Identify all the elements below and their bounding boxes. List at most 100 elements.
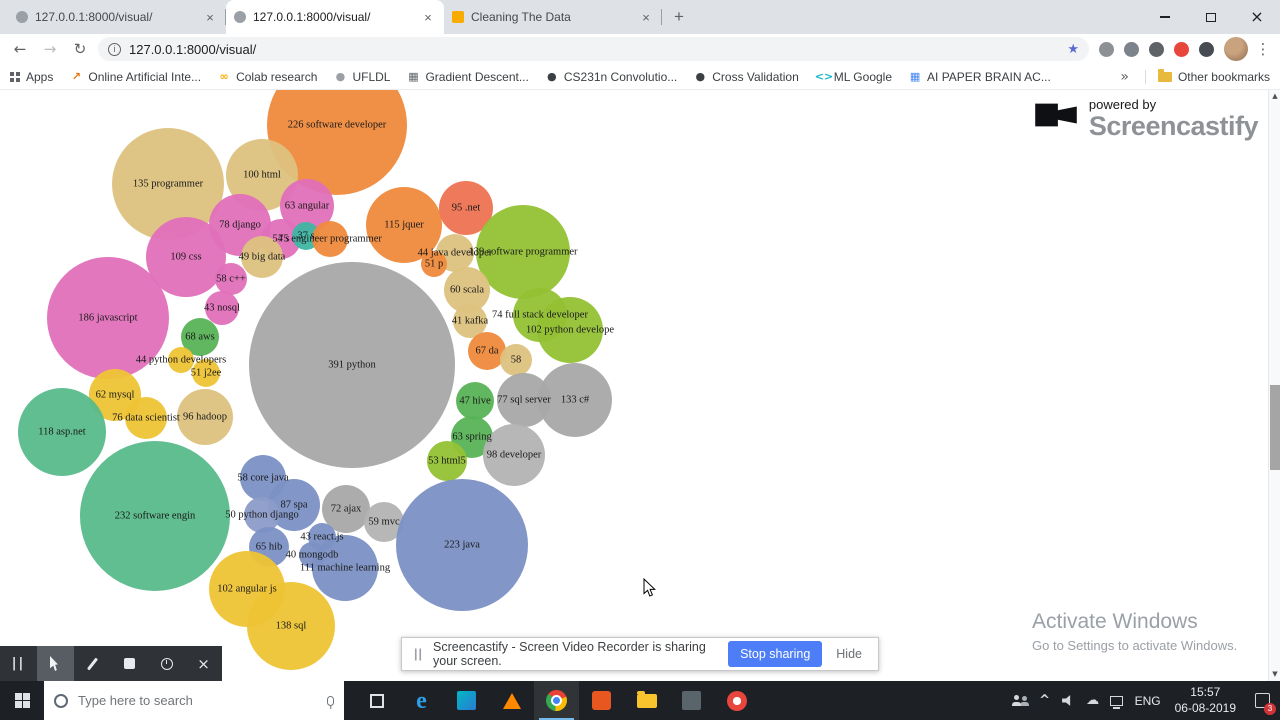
page-scrollbar[interactable]: ▲ ▼ [1268,90,1280,681]
bubble-engineer-programmer[interactable] [312,221,348,257]
bubble-python-developers[interactable] [168,347,194,373]
bubble-python-develope[interactable] [537,297,603,363]
apps-shortcut[interactable]: Apps [10,70,53,84]
bookmark-item[interactable]: ↗ Online Artificial Inte... [69,70,201,84]
taskbar-search[interactable] [44,681,344,720]
action-center-button[interactable]: 3 [1244,681,1280,720]
bubble-java[interactable] [396,479,528,611]
taskbar-chrome-button[interactable] [534,681,579,720]
bubble-p[interactable] [421,251,447,277]
bubble-c++[interactable] [215,263,247,295]
bubble-hive[interactable] [456,382,494,420]
bookmarks-overflow-icon[interactable]: » [1120,68,1129,85]
stop-sharing-button[interactable]: Stop sharing [728,641,823,667]
forward-button[interactable]: → [43,40,57,58]
minimize-button[interactable] [1142,0,1188,34]
tab-close-icon[interactable]: × [424,9,432,25]
pen-tool-button[interactable] [74,646,111,681]
bubble-58[interactable] [500,344,532,376]
bookmark-item[interactable]: ∞ Colab research [217,70,317,84]
bubble-big-data[interactable] [241,236,283,278]
start-button[interactable] [0,681,44,720]
other-bookmarks[interactable]: Other bookmarks [1144,68,1270,84]
browser-menu-icon[interactable]: ⋮ [1255,40,1271,58]
people-tray-button[interactable] [1009,681,1033,720]
bookmark-label: Cross Validation [712,69,799,84]
extension-4-icon[interactable] [1174,41,1189,57]
profile-avatar[interactable] [1224,37,1248,61]
bubble-nosql[interactable] [205,291,239,325]
bubble-python[interactable] [249,262,455,468]
bookmark-item[interactable]: ● CS231n Convolutio... [545,70,677,84]
bookmark-favicon-icon: ● [547,70,557,83]
cursor-tool-button[interactable] [37,646,74,681]
extensions-area [1095,41,1218,57]
bubble-c#[interactable] [538,363,612,437]
bubble-sql[interactable] [247,582,335,670]
bubble-software-programmer[interactable] [476,205,570,299]
bubble-da[interactable] [468,332,506,370]
taskbar-edge-button[interactable]: e [399,681,444,720]
bubble-css[interactable] [146,217,226,297]
bubble-jquer[interactable] [366,187,442,263]
chevron-up-tray-button[interactable]: ^ [1033,681,1057,720]
bookmark-item[interactable]: ● UFLDL [333,70,391,84]
bubble-j2ee[interactable] [192,359,220,387]
hide-share-bar-button[interactable]: Hide [836,647,862,661]
browser-tab[interactable]: 127.0.0.1:8000/visual/ × [226,0,444,34]
maximize-button[interactable] [1188,0,1234,34]
bookmark-item[interactable]: <> ML Google [815,70,892,84]
pause-tool-button[interactable]: || [0,646,37,681]
taskbar-photos-button[interactable] [444,681,489,720]
taskbar-browser2-button[interactable] [714,681,759,720]
onedrive-tray-button[interactable]: ☁ [1081,681,1105,720]
taskbar-task-view-button[interactable] [354,681,399,720]
taskbar-media-button[interactable] [669,681,714,720]
close-tool-button[interactable]: × [185,646,222,681]
highlighter-tool-button[interactable] [111,646,148,681]
extension-5-icon[interactable] [1199,41,1214,57]
volume-tray-button[interactable] [1057,681,1081,720]
taskbar-search-input[interactable] [76,692,319,709]
taskbar-clock[interactable]: 15:57 06-08-2019 [1167,681,1244,720]
tab-close-icon[interactable]: × [206,9,214,25]
language-indicator[interactable]: ENG [1134,693,1161,708]
bubble-developer[interactable] [483,424,545,486]
highlighter-icon [124,658,135,669]
browser-tab[interactable]: 127.0.0.1:8000/visual/ × [8,0,226,34]
taskbar-apps: e [354,681,759,720]
bubble-machine-learning[interactable] [312,535,378,601]
bookmark-favicon-icon: ● [335,70,346,83]
bookmark-item[interactable]: ▦ Gradient Descent... [406,70,529,84]
browser-tab[interactable]: Cleaning The Data × [444,0,662,34]
reload-button[interactable]: ↻ [73,40,87,58]
scroll-down-icon[interactable]: ▼ [1272,670,1278,678]
extension-1-icon[interactable] [1099,41,1114,57]
scrollbar-thumb[interactable] [1270,385,1280,470]
microphone-icon[interactable] [327,695,334,706]
bubble-hadoop[interactable] [177,389,233,445]
scroll-up-icon[interactable]: ▲ [1272,92,1278,100]
timer-tool-button[interactable] [148,646,185,681]
url-text[interactable]: 127.0.0.1:8000/visual/ [129,41,257,57]
bookmark-star-icon[interactable]: ★ [1067,41,1079,57]
close-window-button[interactable]: × [1234,0,1280,34]
bubble-asp.net[interactable] [18,388,106,476]
taskbar-vlc-button[interactable] [489,681,534,720]
back-button[interactable]: ← [13,40,27,58]
address-bar[interactable]: i 127.0.0.1:8000/visual/ ★ [98,37,1089,61]
site-info-icon[interactable]: i [108,42,121,56]
tab-close-icon[interactable]: × [642,9,650,25]
new-tab-button[interactable]: + [674,7,684,26]
extension-3-icon[interactable] [1149,41,1164,57]
bookmark-item[interactable]: ▦ AI PAPER BRAIN AC... [908,70,1051,84]
extension-2-icon[interactable] [1124,41,1139,57]
bubble-data-scientist[interactable] [125,397,167,439]
bookmark-item[interactable]: ● Cross Validation [693,70,798,84]
taskbar-file-explorer-button[interactable] [624,681,669,720]
bubble-software-engin[interactable] [80,441,230,591]
bubble-html5[interactable] [427,441,467,481]
bubble-javascript[interactable] [47,257,169,379]
network-tray-button[interactable] [1105,681,1129,720]
taskbar-office-button[interactable] [579,681,624,720]
